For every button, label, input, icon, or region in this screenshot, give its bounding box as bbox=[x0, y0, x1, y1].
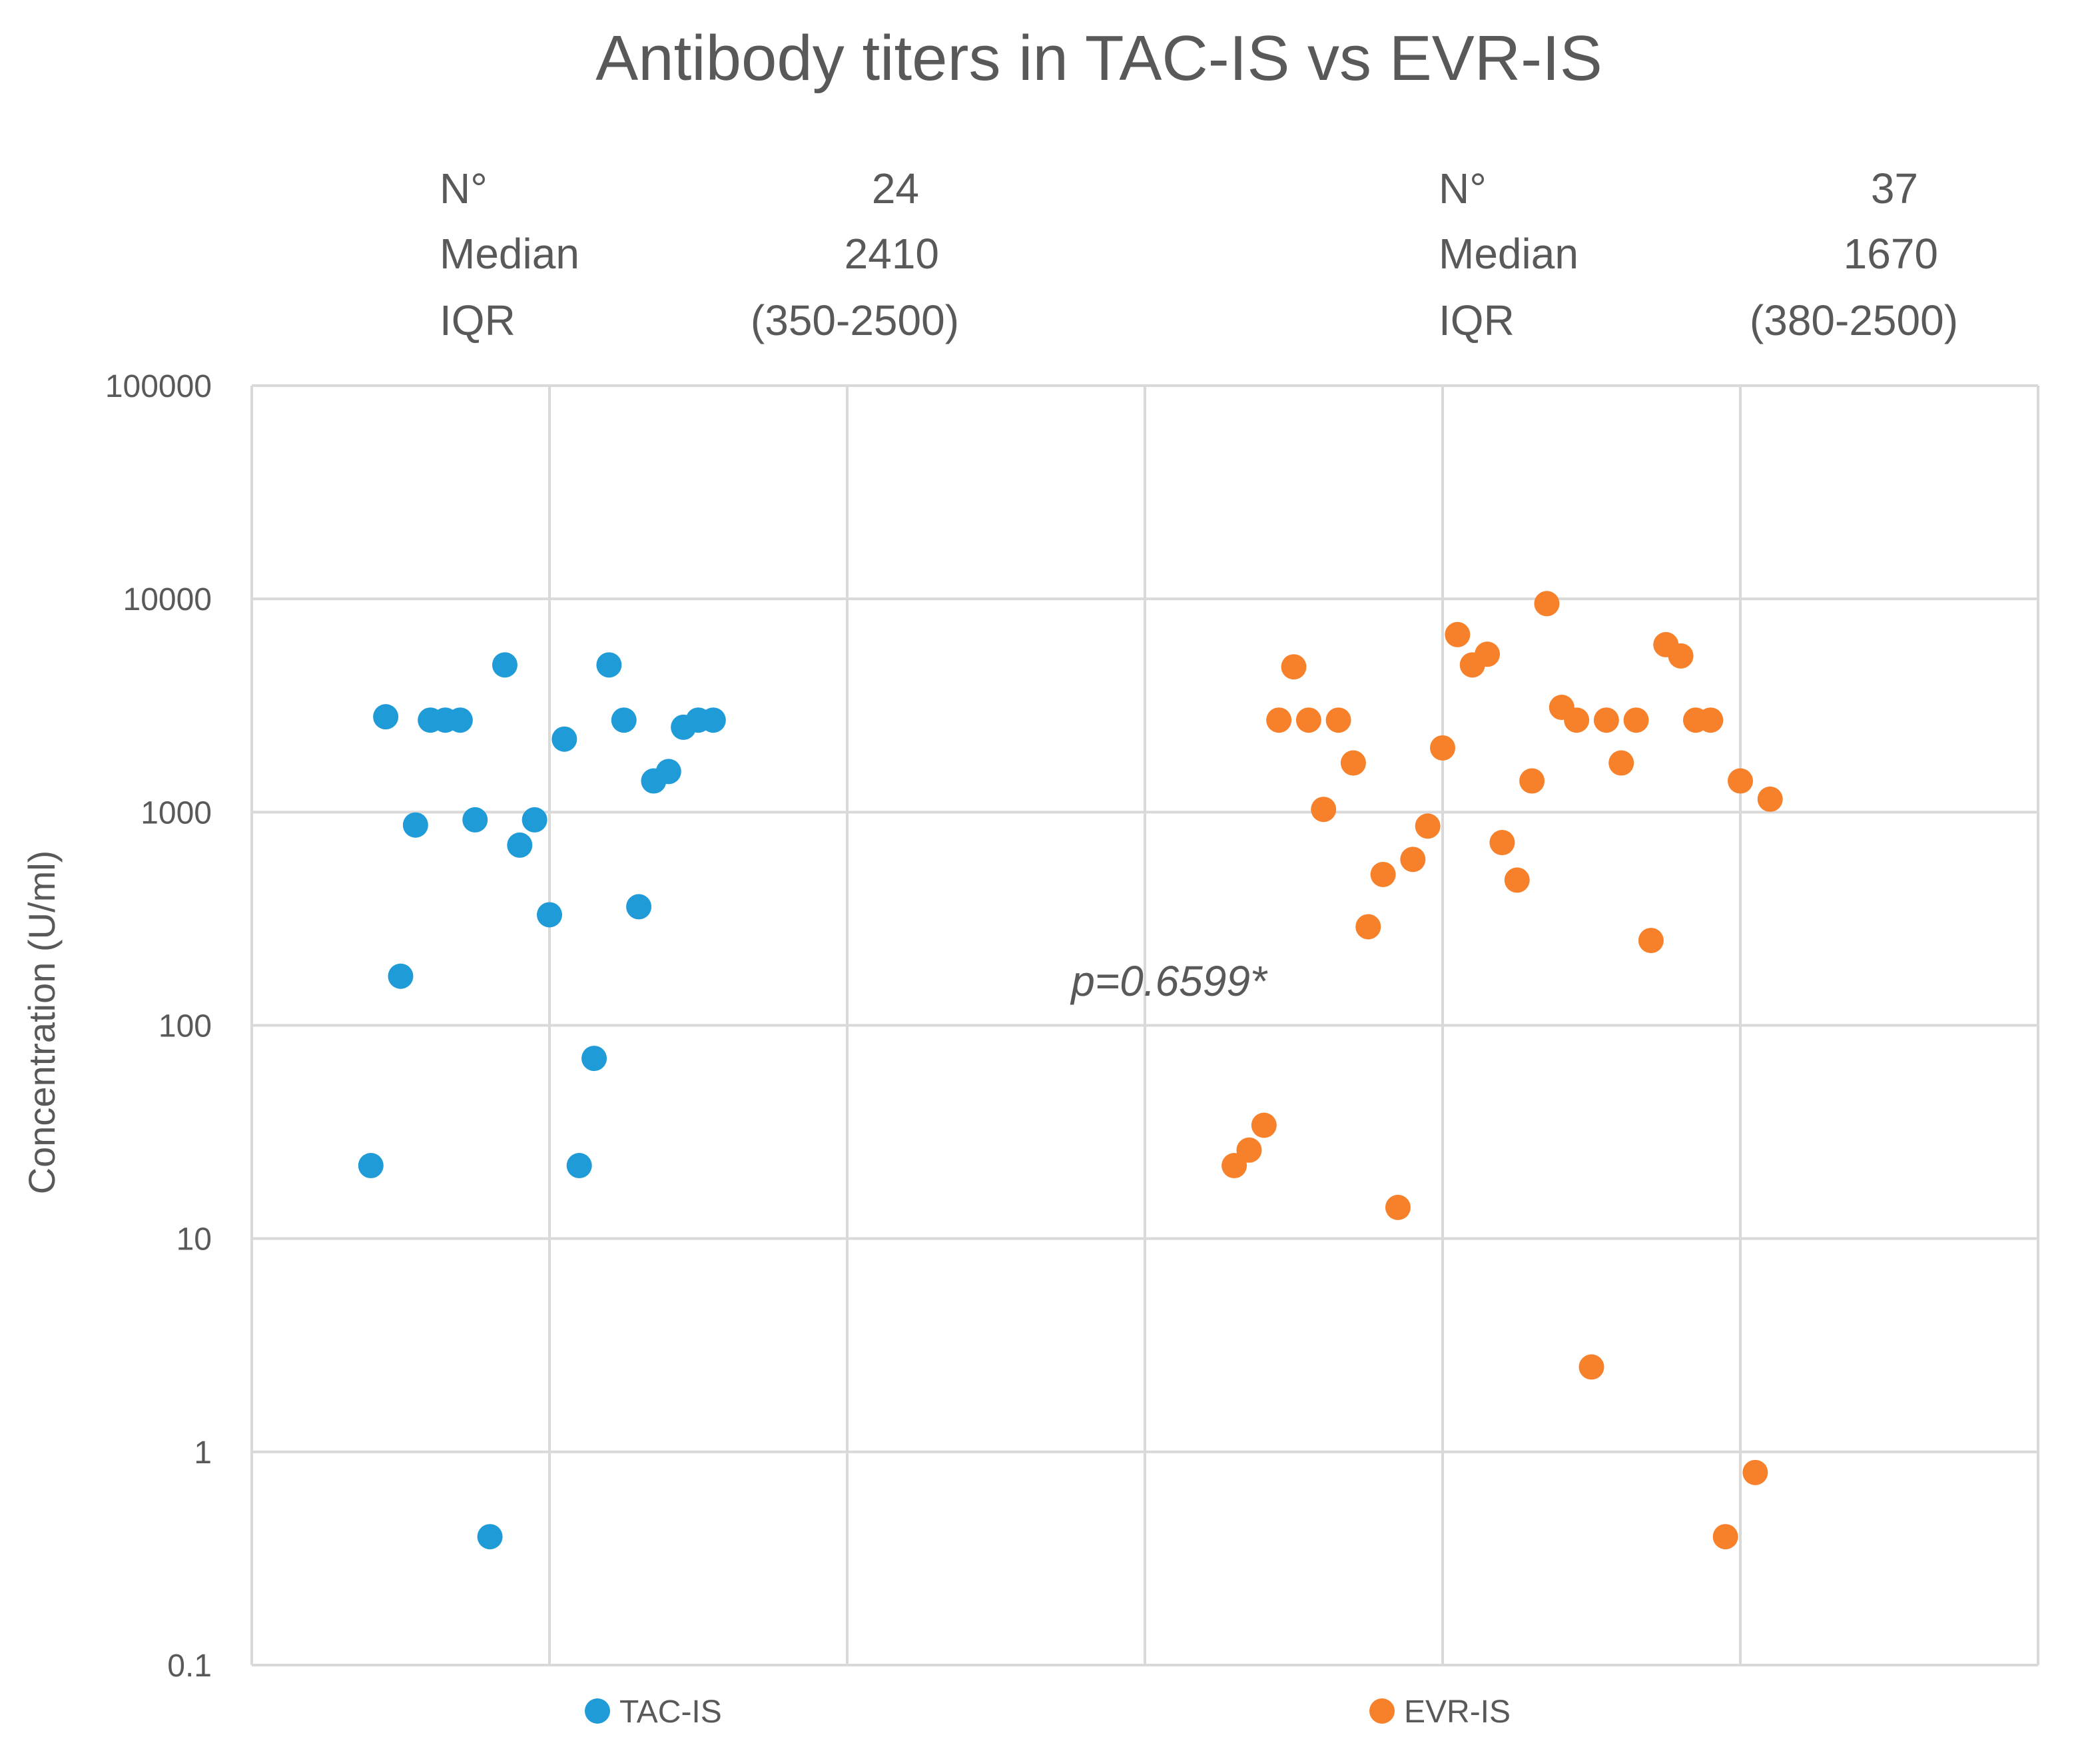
evr-is-point bbox=[1445, 621, 1471, 647]
y-tick-label: 10 bbox=[176, 1222, 212, 1257]
tac-is-point bbox=[626, 894, 652, 920]
legend-label-tac-is: TAC-IS bbox=[619, 1694, 722, 1730]
tac-is-median-label: Median bbox=[440, 230, 579, 278]
evr-is-point bbox=[1281, 654, 1307, 680]
evr-is-point bbox=[1489, 830, 1515, 856]
evr-is-point bbox=[1623, 707, 1649, 733]
evr-is-point bbox=[1608, 750, 1634, 776]
evr-is-point bbox=[1475, 641, 1501, 667]
tac-is-point bbox=[477, 1524, 503, 1550]
legend-label-evr-is: EVR-IS bbox=[1404, 1694, 1511, 1730]
tac-is-n-label: N° bbox=[440, 165, 488, 212]
evr-is-point bbox=[1712, 1524, 1738, 1550]
evr-is-point bbox=[1266, 707, 1292, 733]
tac-is-point bbox=[507, 832, 533, 858]
tac-is-point bbox=[655, 759, 681, 785]
tac-is-point bbox=[522, 807, 547, 833]
evr-is-point bbox=[1400, 847, 1426, 873]
evr-is-point bbox=[1415, 813, 1441, 839]
evr-is-point bbox=[1295, 707, 1321, 733]
evr-is-point bbox=[1355, 914, 1381, 940]
data-points bbox=[358, 591, 1783, 1550]
tac-is-point bbox=[373, 704, 399, 730]
evr-is-point bbox=[1728, 768, 1753, 794]
tac-is-point bbox=[537, 902, 562, 928]
y-tick-label: 1000 bbox=[141, 795, 212, 831]
y-tick-label: 10000 bbox=[123, 582, 212, 617]
tac-is-point bbox=[388, 963, 414, 989]
p-value-annotation: p=0.6599* bbox=[1070, 957, 1268, 1005]
tac-is-median-value: 2410 bbox=[845, 230, 939, 278]
evr-is-point bbox=[1534, 591, 1560, 617]
evr-is-point bbox=[1564, 707, 1590, 733]
evr-is-point bbox=[1638, 928, 1664, 954]
y-axis-label: Concentration (U/ml) bbox=[21, 851, 63, 1195]
tac-is-iqr-value: (350-2500) bbox=[751, 296, 959, 344]
evr-is-point bbox=[1742, 1459, 1768, 1485]
tac-is-point bbox=[402, 812, 428, 838]
evr-is-point bbox=[1578, 1354, 1604, 1380]
evr-is-n-value: 37 bbox=[1871, 165, 1918, 212]
evr-is-stats: N° 37 Median 1670 IQR (380-2500) bbox=[1439, 165, 1958, 344]
evr-is-iqr-value: (380-2500) bbox=[1750, 296, 1958, 344]
evr-is-point bbox=[1519, 768, 1545, 794]
legend: TAC-IS EVR-IS bbox=[585, 1694, 1511, 1730]
tac-is-point bbox=[581, 1046, 607, 1072]
y-tick-label: 100 bbox=[159, 1009, 212, 1044]
tac-is-point bbox=[358, 1153, 384, 1179]
tac-is-point bbox=[596, 652, 622, 678]
tac-is-point bbox=[611, 707, 637, 733]
tac-is-n-value: 24 bbox=[872, 165, 919, 212]
tac-is-point bbox=[492, 652, 518, 678]
tac-is-stats: N° 24 Median 2410 IQR (350-2500) bbox=[440, 165, 959, 344]
evr-is-point bbox=[1325, 707, 1351, 733]
evr-is-n-label: N° bbox=[1439, 165, 1487, 212]
evr-is-point bbox=[1236, 1137, 1262, 1163]
evr-is-iqr-label: IQR bbox=[1439, 296, 1515, 344]
evr-is-point bbox=[1698, 707, 1724, 733]
evr-is-point bbox=[1430, 735, 1455, 761]
tac-is-point bbox=[447, 707, 473, 733]
legend-swatch-evr-is bbox=[1369, 1698, 1395, 1724]
tac-is-point bbox=[700, 707, 726, 733]
evr-is-point bbox=[1385, 1194, 1411, 1220]
evr-is-median-label: Median bbox=[1439, 230, 1578, 278]
legend-swatch-tac-is bbox=[585, 1698, 610, 1724]
evr-is-point bbox=[1757, 786, 1783, 812]
tac-is-point bbox=[462, 807, 488, 833]
tac-is-point bbox=[551, 726, 577, 752]
y-tick-label: 100000 bbox=[105, 369, 212, 404]
tac-is-iqr-label: IQR bbox=[440, 296, 516, 344]
evr-is-point bbox=[1668, 643, 1694, 669]
evr-is-point bbox=[1593, 707, 1619, 733]
evr-is-point bbox=[1370, 861, 1396, 887]
evr-is-median-value: 1670 bbox=[1844, 230, 1938, 278]
evr-is-point bbox=[1311, 797, 1337, 823]
gridlines bbox=[250, 384, 2039, 1666]
evr-is-point bbox=[1504, 867, 1530, 893]
chart-title: Antibody titers in TAC-IS vs EVR-IS bbox=[595, 23, 1602, 94]
y-tick-label: 1 bbox=[194, 1435, 212, 1471]
y-tick-labels: 100000 10000 1000 100 10 1 0.1 bbox=[105, 369, 212, 1684]
y-tick-label: 0.1 bbox=[167, 1648, 212, 1684]
evr-is-point bbox=[1340, 750, 1366, 776]
evr-is-point bbox=[1251, 1112, 1277, 1138]
tac-is-point bbox=[566, 1153, 592, 1179]
